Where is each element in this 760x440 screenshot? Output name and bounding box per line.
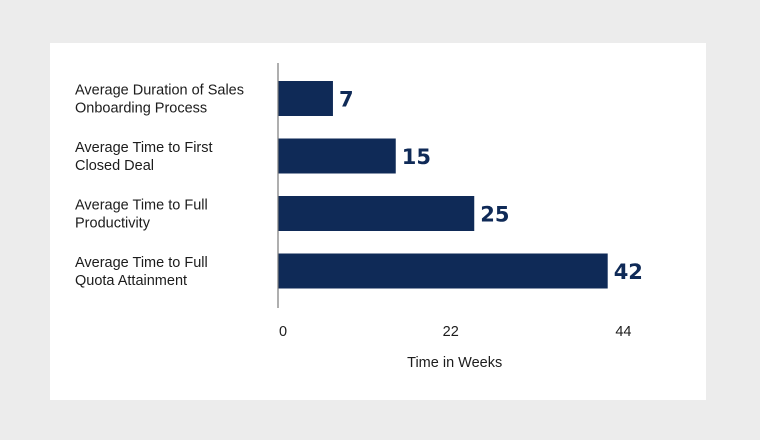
data-label: 42 <box>614 260 643 284</box>
bar <box>278 81 333 116</box>
bars <box>278 81 608 289</box>
data-label: 25 <box>480 203 509 227</box>
x-tick-labels: 0 22 44 <box>279 324 632 340</box>
chart-card: Average Duration of Sales Onboarding Proc… <box>50 43 706 400</box>
category-labels: Average Duration of Sales Onboarding Proc… <box>75 83 244 290</box>
data-label: 15 <box>402 145 431 169</box>
x-axis-title: Time in Weeks <box>407 355 502 371</box>
category-label: Closed Deal <box>75 158 154 174</box>
x-tick-label: 44 <box>615 324 631 340</box>
bar <box>278 196 475 231</box>
category-label: Productivity <box>75 216 151 232</box>
category-label: Average Duration of Sales <box>75 83 244 99</box>
category-label: Average Time to Full <box>75 255 208 271</box>
x-tick-label: 22 <box>443 324 459 340</box>
category-label: Quota Attainment <box>75 273 187 289</box>
bar <box>278 138 396 174</box>
bar-chart: Average Duration of Sales Onboarding Proc… <box>75 63 643 371</box>
x-tick-label: 0 <box>279 324 287 340</box>
data-labels: 7 15 25 42 <box>339 88 643 285</box>
category-label: Average Time to Full <box>75 198 208 214</box>
data-label: 7 <box>339 88 354 112</box>
category-label: Onboarding Process <box>75 101 207 117</box>
category-label: Average Time to First <box>75 140 213 156</box>
bar <box>278 253 608 289</box>
